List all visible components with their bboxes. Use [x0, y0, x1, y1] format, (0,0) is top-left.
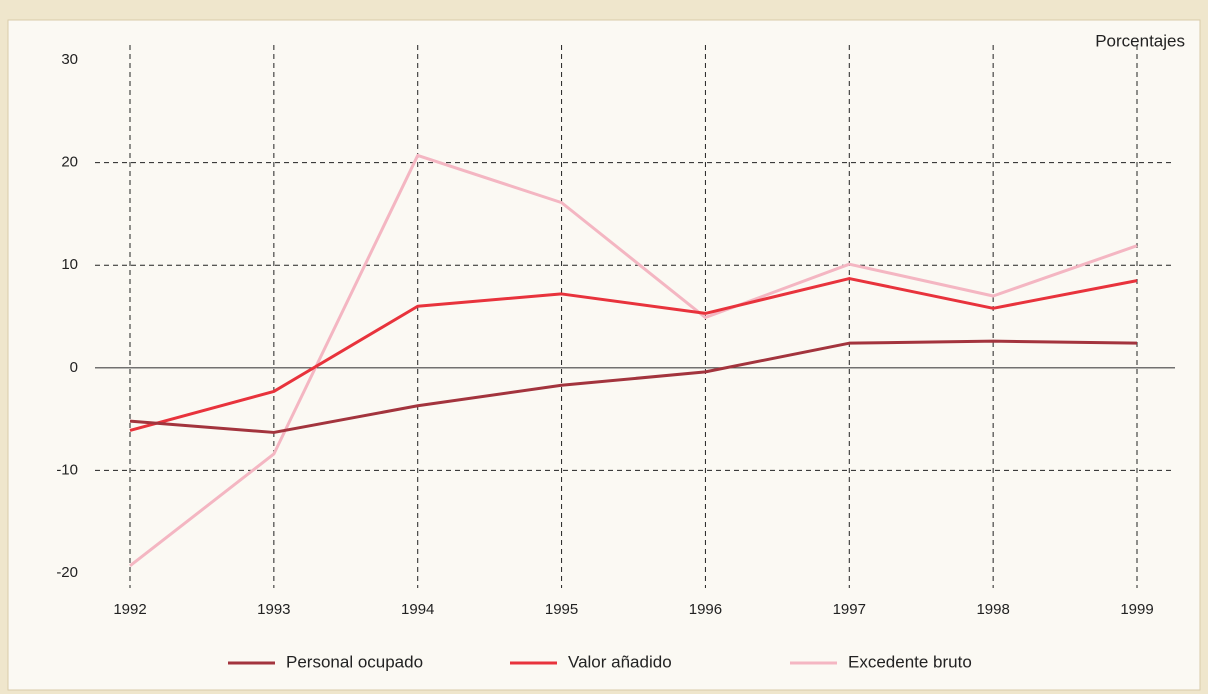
y-tick-label: 20 [61, 154, 78, 171]
x-tick-label: 1995 [545, 601, 578, 618]
y-tick-label: 0 [70, 359, 78, 376]
unit-label: Porcentajes [1095, 31, 1185, 50]
series-line [129, 339, 1138, 434]
y-tick-label: -20 [56, 564, 78, 581]
legend-label: Valor añadido [568, 652, 672, 671]
legend-label: Personal ocupado [286, 652, 423, 671]
y-tick-label: -10 [56, 461, 78, 478]
y-tick-label: 30 [61, 51, 78, 68]
series-line [129, 277, 1138, 432]
x-tick-label: 1998 [976, 601, 1009, 618]
x-tick-label: 1997 [833, 601, 866, 618]
series-line [129, 153, 1138, 568]
x-tick-label: 1993 [257, 601, 290, 618]
x-tick-label: 1992 [113, 601, 146, 618]
x-tick-label: 1994 [401, 601, 434, 618]
panel [7, 19, 1201, 691]
y-tick-label: 10 [61, 256, 78, 273]
x-tick-label: 1996 [689, 601, 722, 618]
x-tick-label: 1999 [1120, 601, 1153, 618]
legend-label: Excedente bruto [848, 652, 972, 671]
